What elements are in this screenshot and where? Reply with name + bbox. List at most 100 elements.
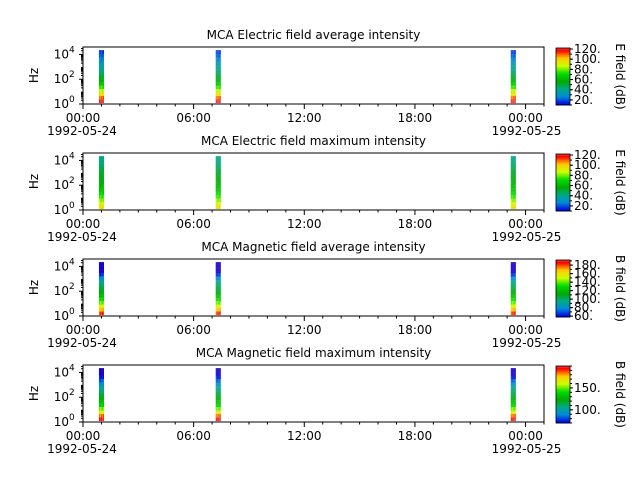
spectrogram-cell: [511, 311, 513, 316]
spectrogram-cell: [99, 378, 101, 383]
spectrogram-cell: [513, 163, 515, 167]
spectrogram-cell: [99, 99, 101, 104]
spectrogram-cell: [217, 60, 219, 65]
spectrogram-cell: [100, 92, 102, 97]
y-tick-exponent: 4: [69, 151, 75, 161]
colorbar-swatch: [556, 48, 570, 50]
spectrogram-cell: [511, 173, 513, 178]
y-tick-exponent: 0: [69, 307, 75, 317]
spectrogram-cell: [218, 194, 220, 199]
spectrogram-cell: [102, 74, 104, 79]
spectrogram-cell: [100, 262, 102, 266]
spectrogram-cell: [101, 205, 103, 210]
spectrogram-cell: [512, 286, 514, 291]
data-burst: [510, 262, 516, 316]
spectrogram-cell: [512, 78, 514, 82]
colorbar-swatch: [556, 75, 570, 77]
spectrogram-cell: [217, 410, 219, 415]
spectrogram-cell: [512, 85, 514, 90]
spectrogram-cell: [217, 99, 219, 104]
spectrogram-cell: [100, 382, 102, 386]
colorbar-swatch: [556, 309, 570, 312]
spectrogram-cell: [215, 57, 217, 61]
spectrogram-cell: [100, 304, 102, 309]
spectrogram-cell: [510, 368, 512, 372]
spectrogram-cell: [513, 50, 515, 54]
spectrogram-cell: [217, 389, 219, 393]
spectrogram-cell: [219, 304, 221, 309]
spectrogram-cell: [513, 290, 515, 294]
spectrogram-cell: [101, 304, 103, 309]
y-tick-exponent: 4: [69, 257, 75, 267]
spectrogram-cell: [512, 385, 514, 390]
spectrogram-cell: [514, 300, 516, 305]
spectrogram-cell: [101, 272, 103, 277]
spectrogram-cell: [99, 290, 101, 294]
colorbar: 20.40.60.80.100.120. E field (dB): [555, 42, 627, 110]
spectrogram-cell: [100, 311, 102, 316]
spectrogram-cell: [512, 166, 514, 171]
spectrogram-cell: [511, 290, 513, 294]
spectrogram-cell: [216, 304, 218, 309]
spectrogram-cell: [218, 406, 220, 411]
spectrogram-cell: [512, 53, 514, 58]
spectrogram-cell: [512, 81, 514, 86]
spectrogram-cell: [102, 410, 104, 415]
y-tick-label: 10: [54, 390, 69, 404]
spectrogram-cell: [510, 403, 512, 408]
colorbar-swatch: [556, 418, 570, 421]
spectrogram-cell: [101, 413, 103, 418]
spectrogram-cell: [510, 311, 512, 316]
spectrogram-cell: [510, 95, 512, 100]
spectrogram-cell: [99, 368, 101, 372]
spectrogram-cell: [216, 201, 218, 206]
spectrogram-cell: [216, 173, 218, 178]
spectrogram-cell: [215, 88, 217, 93]
spectrogram-cell: [98, 57, 100, 61]
spectrogram-cell: [510, 262, 512, 266]
spectrogram-cell: [514, 71, 516, 75]
spectrogram-cell: [219, 156, 221, 160]
spectrogram-cell: [514, 177, 516, 181]
spectrogram-cell: [510, 159, 512, 164]
spectrogram-cell: [215, 50, 217, 54]
colorbar-frame: [555, 259, 571, 318]
colorbar-swatch: [556, 411, 570, 414]
spectrogram-cell: [217, 201, 219, 206]
spectrogram-cell: [511, 297, 513, 302]
chart-title: MCA Magnetic field average intensity: [201, 240, 425, 254]
spectrogram-cell: [217, 180, 219, 185]
colorbar-swatch: [556, 373, 570, 375]
spectrogram-cell: [216, 64, 218, 68]
spectrogram-cell: [99, 406, 101, 411]
spectrogram-cell: [510, 50, 512, 54]
spectrogram-cell: [102, 262, 104, 266]
spectrogram-cell: [102, 95, 104, 100]
spectrogram-cell: [215, 159, 217, 164]
spectrogram-cell: [215, 286, 217, 291]
spectrogram-cell: [217, 187, 219, 192]
spectrogram-cell: [513, 177, 515, 181]
spectrogram-cell: [219, 78, 221, 82]
x-tick-label: 00:00: [508, 323, 543, 337]
spectrogram-cell: [217, 392, 219, 397]
spectrogram-cell: [98, 392, 100, 397]
spectrogram-cell: [98, 262, 100, 266]
spectrogram-cell: [511, 413, 513, 418]
spectrogram-cell: [98, 403, 100, 408]
spectrogram-cell: [218, 293, 220, 298]
spectrogram-cell: [514, 67, 516, 72]
spectrogram-cell: [217, 57, 219, 61]
colorbar-swatch: [556, 305, 570, 308]
spectrogram-cell: [510, 389, 512, 393]
spectrogram-cell: [100, 396, 102, 400]
spectrogram-cell: [512, 156, 514, 160]
spectrogram-cell: [219, 71, 221, 75]
spectrogram-cell: [101, 85, 103, 90]
spectrogram-cell: [219, 307, 221, 312]
colorbar-tick-label: 160.: [574, 267, 601, 281]
spectrogram-cell: [100, 88, 102, 93]
spectrogram-cell: [102, 159, 104, 164]
spectrogram-cell: [98, 71, 100, 75]
x-tick-label: 00:00: [508, 111, 543, 125]
